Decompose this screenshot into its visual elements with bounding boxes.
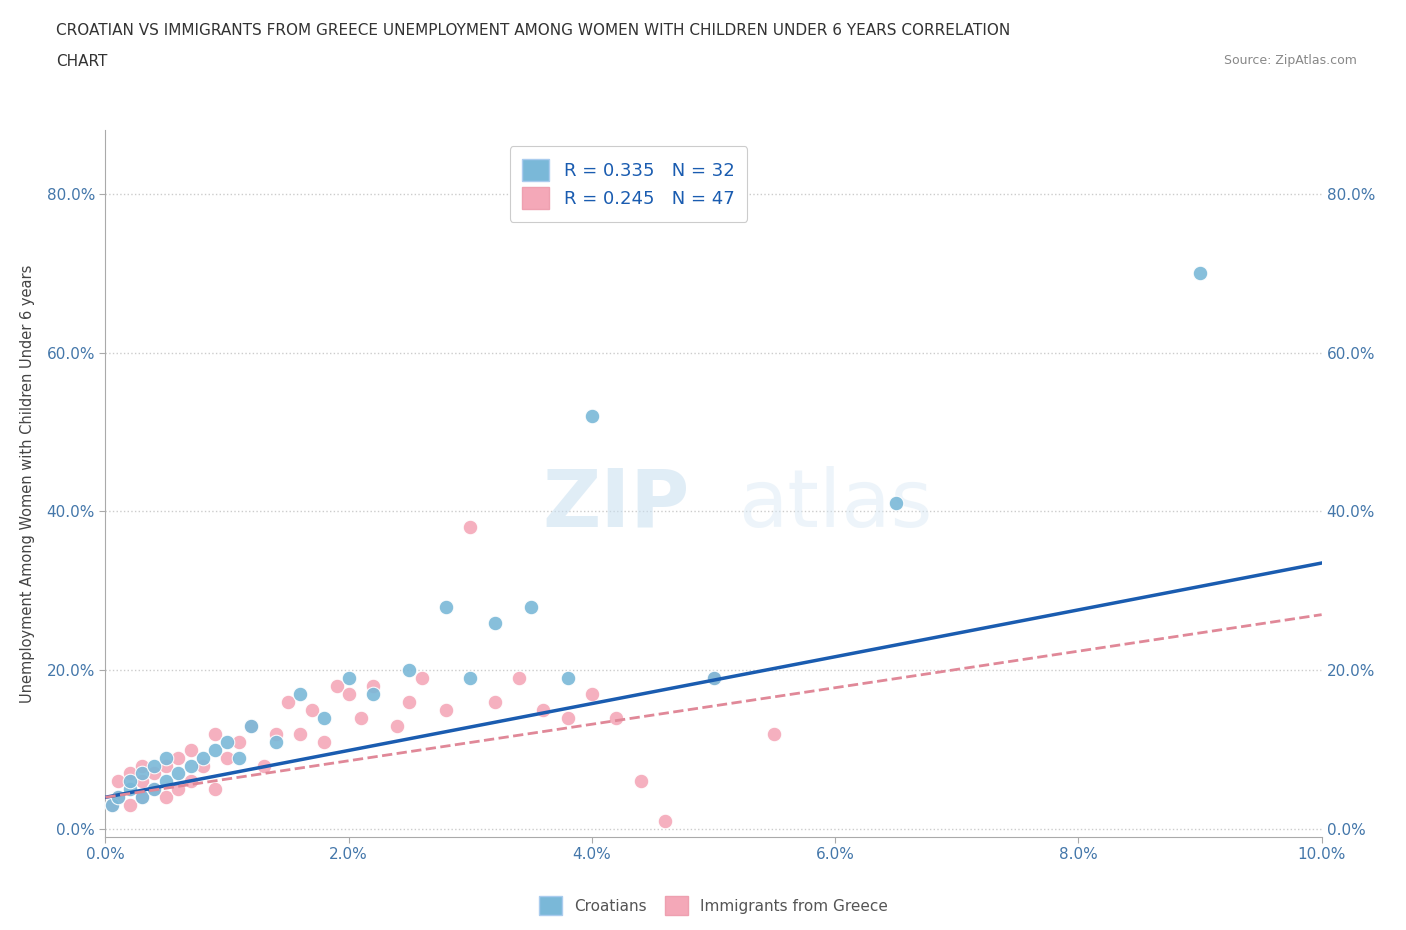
Point xyxy=(131,790,153,804)
Point xyxy=(118,774,141,789)
Point xyxy=(531,702,554,717)
Point xyxy=(884,496,907,511)
Point xyxy=(167,751,190,765)
Point xyxy=(301,702,323,717)
Point xyxy=(702,671,725,685)
Point xyxy=(180,774,202,789)
Point xyxy=(398,695,420,710)
Point xyxy=(508,671,530,685)
Point xyxy=(434,702,457,717)
Point xyxy=(581,408,603,423)
Text: CHART: CHART xyxy=(56,54,108,69)
Text: ZIP: ZIP xyxy=(541,466,689,544)
Point xyxy=(763,726,786,741)
Legend: Croatians, Immigrants from Greece: Croatians, Immigrants from Greece xyxy=(533,890,894,922)
Point xyxy=(458,520,481,535)
Point xyxy=(143,766,166,781)
Point xyxy=(520,599,543,614)
Point xyxy=(167,782,190,797)
Point xyxy=(605,711,627,725)
Point xyxy=(155,751,177,765)
Point xyxy=(143,782,166,797)
Point xyxy=(314,735,336,750)
Point xyxy=(143,782,166,797)
Point xyxy=(118,782,141,797)
Text: atlas: atlas xyxy=(738,466,932,544)
Point xyxy=(228,735,250,750)
Point xyxy=(252,758,274,773)
Point xyxy=(155,758,177,773)
Point xyxy=(702,671,725,685)
Point xyxy=(217,751,239,765)
Point xyxy=(264,726,287,741)
Point xyxy=(484,615,506,630)
Point xyxy=(361,679,384,694)
Text: CROATIAN VS IMMIGRANTS FROM GREECE UNEMPLOYMENT AMONG WOMEN WITH CHILDREN UNDER : CROATIAN VS IMMIGRANTS FROM GREECE UNEMP… xyxy=(56,23,1011,38)
Point xyxy=(387,718,409,733)
Point xyxy=(100,798,122,813)
Point xyxy=(143,758,166,773)
Point xyxy=(434,599,457,614)
Point xyxy=(288,726,311,741)
Point xyxy=(654,814,676,829)
Point xyxy=(314,711,336,725)
Point xyxy=(277,695,299,710)
Point xyxy=(350,711,373,725)
Point xyxy=(204,726,226,741)
Point xyxy=(581,686,603,701)
Point xyxy=(630,774,652,789)
Point xyxy=(131,790,153,804)
Point xyxy=(155,774,177,789)
Point xyxy=(167,766,190,781)
Point xyxy=(118,798,141,813)
Point xyxy=(557,711,579,725)
Point xyxy=(131,774,153,789)
Point xyxy=(411,671,433,685)
Point xyxy=(240,718,263,733)
Point xyxy=(484,695,506,710)
Point xyxy=(337,686,360,701)
Point xyxy=(325,679,347,694)
Point xyxy=(240,718,263,733)
Point xyxy=(264,735,287,750)
Point xyxy=(217,735,239,750)
Point xyxy=(107,774,129,789)
Point xyxy=(204,742,226,757)
Point xyxy=(398,663,420,678)
Point xyxy=(100,798,122,813)
Point xyxy=(131,766,153,781)
Point xyxy=(1188,266,1211,281)
Point xyxy=(180,742,202,757)
Point xyxy=(180,758,202,773)
Y-axis label: Unemployment Among Women with Children Under 6 years: Unemployment Among Women with Children U… xyxy=(21,264,35,703)
Point xyxy=(191,758,214,773)
Point xyxy=(155,790,177,804)
Point xyxy=(361,686,384,701)
Point xyxy=(204,782,226,797)
Point xyxy=(458,671,481,685)
Point xyxy=(288,686,311,701)
Point xyxy=(191,751,214,765)
Point xyxy=(131,758,153,773)
Point xyxy=(228,751,250,765)
Point xyxy=(107,790,129,804)
Point xyxy=(107,790,129,804)
Point xyxy=(557,671,579,685)
Point xyxy=(118,766,141,781)
Text: Source: ZipAtlas.com: Source: ZipAtlas.com xyxy=(1223,54,1357,67)
Point xyxy=(337,671,360,685)
